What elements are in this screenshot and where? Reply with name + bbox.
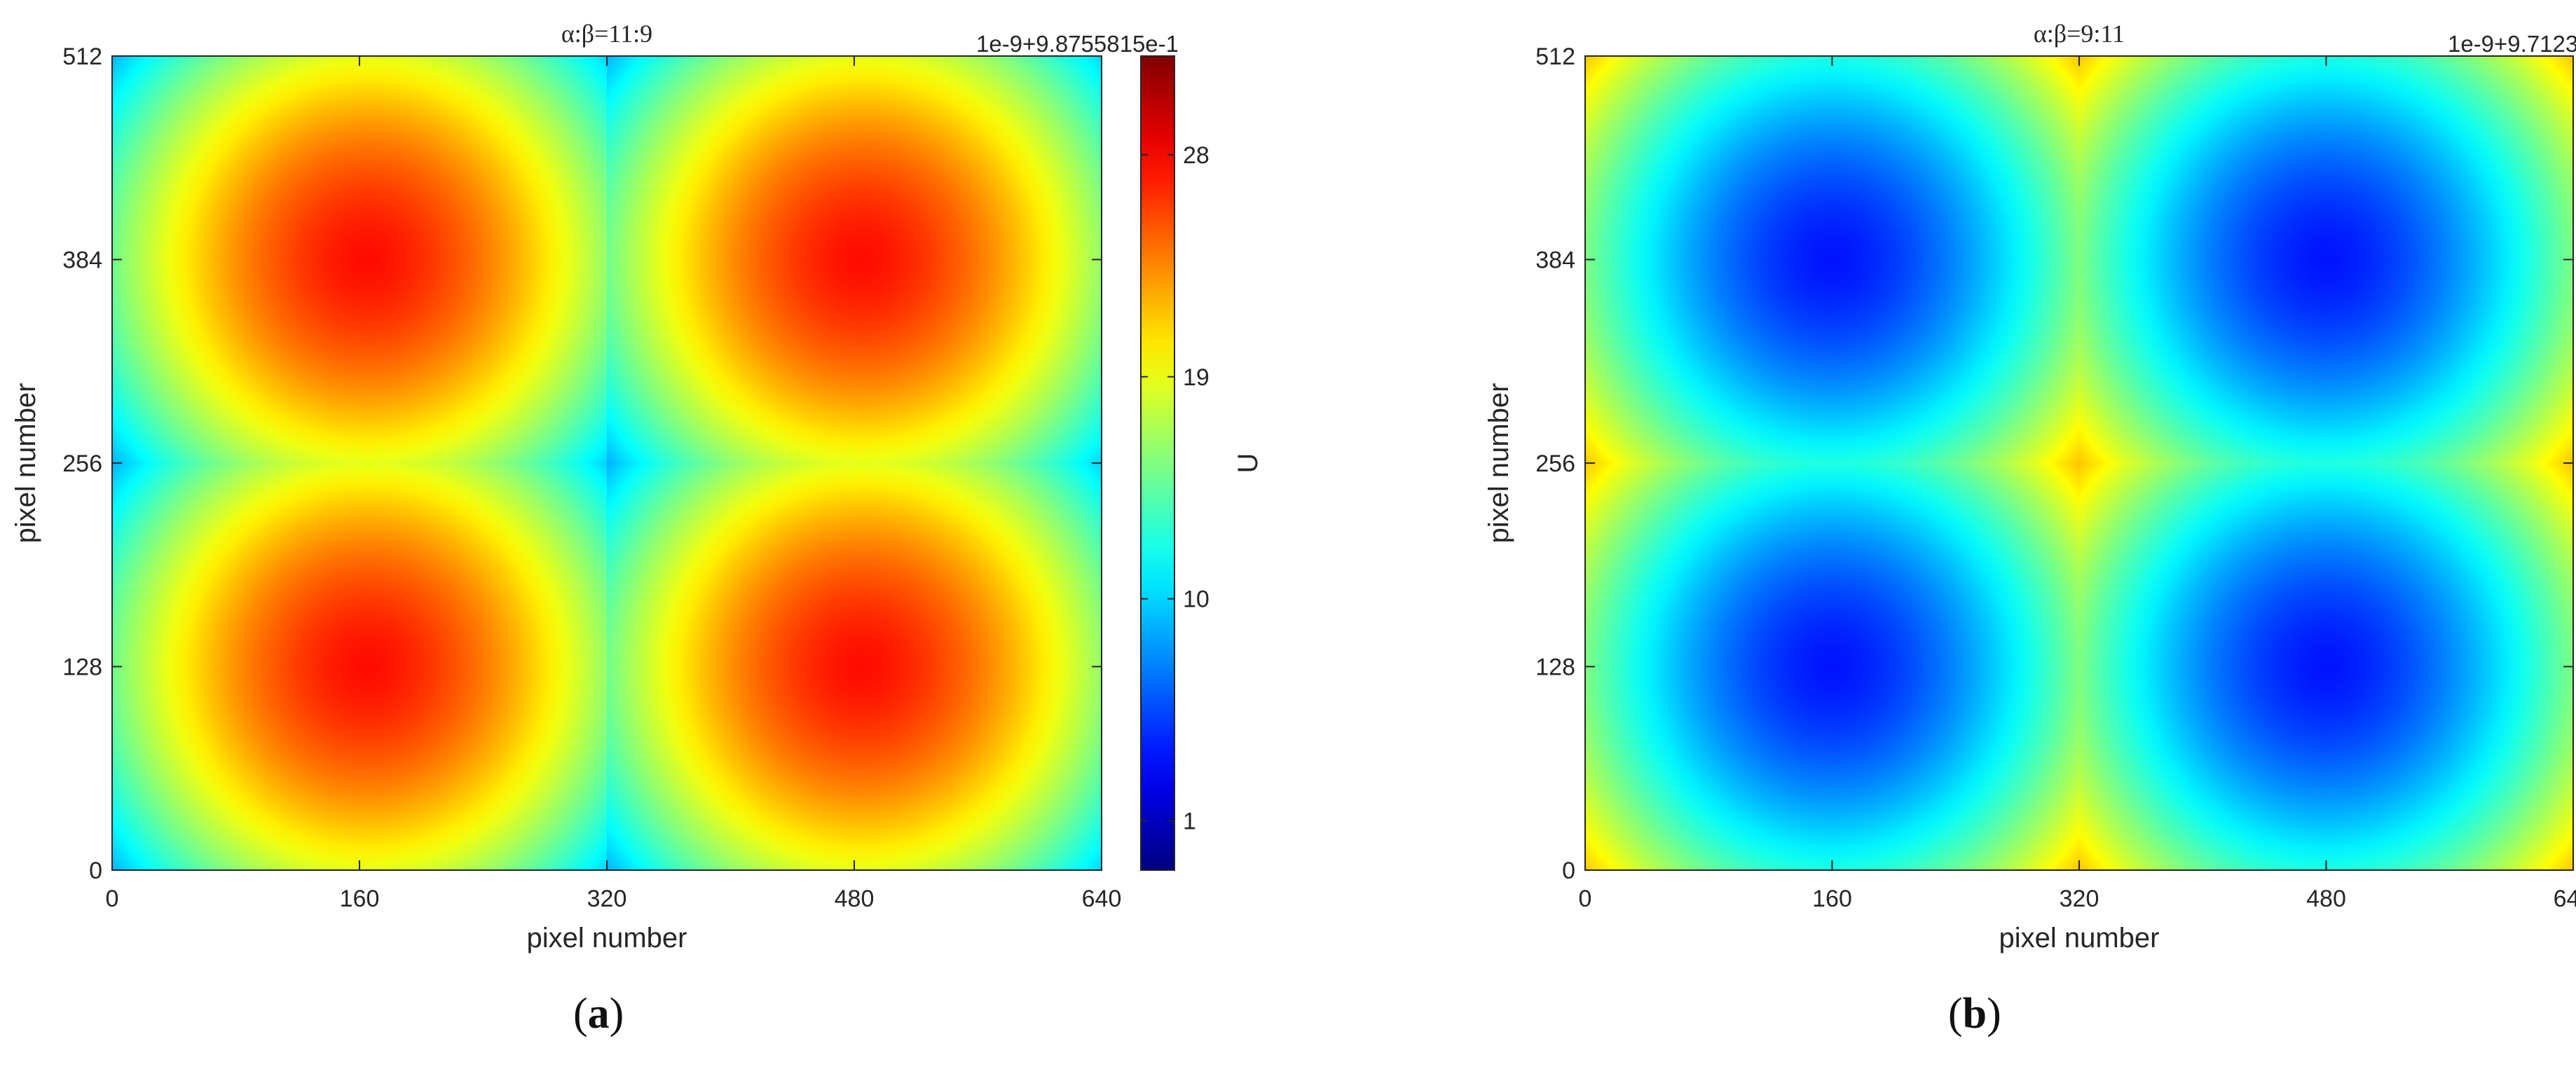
colorbar-tick-label: 19 bbox=[1183, 364, 1210, 391]
colorbar-tick-label: 1 bbox=[1183, 808, 1196, 835]
heatmap-area bbox=[112, 56, 1102, 870]
x-tick-label: 160 bbox=[340, 886, 380, 912]
heatmap-quadrant bbox=[2079, 56, 2573, 463]
x-tick-label: 480 bbox=[2306, 886, 2346, 912]
caption-a-letter: a bbox=[587, 990, 610, 1038]
y-tick-label: 128 bbox=[1535, 654, 1575, 681]
heatmap-quadrant bbox=[607, 463, 1102, 870]
colorbar-label: U bbox=[1233, 453, 1263, 474]
y-tick-label: 0 bbox=[1562, 858, 1575, 884]
heatmap-quadrant bbox=[112, 463, 607, 870]
heatmap-quadrant bbox=[112, 56, 607, 463]
caption-a-close: ) bbox=[609, 990, 624, 1038]
y-axis-label: pixel number bbox=[11, 383, 41, 543]
caption-b-letter: b bbox=[1962, 990, 1987, 1038]
x-tick-label: 320 bbox=[2060, 886, 2099, 912]
y-tick-label: 256 bbox=[62, 450, 102, 477]
caption-b: (b) bbox=[1948, 989, 2001, 1039]
colorbar-tick-label: 28 bbox=[1183, 142, 1210, 169]
heatmap-area bbox=[1585, 56, 2573, 870]
colorbar-tick-label: 10 bbox=[1183, 586, 1210, 613]
x-tick-label: 640 bbox=[1082, 886, 1122, 912]
caption-a: (a) bbox=[573, 989, 624, 1039]
chart-title: α:β=9:11 bbox=[2034, 20, 2125, 48]
y-tick-label: 256 bbox=[1535, 450, 1575, 477]
y-tick-label: 384 bbox=[62, 247, 102, 274]
x-tick-label: 640 bbox=[2554, 886, 2576, 912]
caption-a-open: ( bbox=[573, 990, 588, 1038]
y-tick-label: 0 bbox=[89, 858, 102, 884]
y-tick-label: 512 bbox=[62, 43, 102, 70]
y-axis-label: pixel number bbox=[1484, 383, 1514, 543]
caption-b-open: ( bbox=[1948, 990, 1963, 1038]
x-axis-label: pixel number bbox=[1999, 923, 2159, 953]
y-tick-label: 512 bbox=[1535, 43, 1575, 70]
colorbar-multiplier: 1e-9+9.8755815e-1 bbox=[976, 31, 1179, 57]
heatmap-quadrant bbox=[1585, 463, 2079, 870]
x-tick-label: 0 bbox=[106, 886, 119, 912]
x-tick-label: 0 bbox=[1579, 886, 1592, 912]
x-tick-label: 480 bbox=[835, 886, 875, 912]
caption-b-close: ) bbox=[1987, 990, 2001, 1038]
x-tick-label: 160 bbox=[1812, 886, 1852, 912]
x-tick-label: 320 bbox=[587, 886, 627, 912]
colorbar bbox=[1140, 55, 1175, 871]
heatmap-quadrant bbox=[607, 56, 1102, 463]
panel-b-heatmap: 0 160 320 480 640 0 128 256 384 512 pixel number pi… bbox=[1484, 20, 2576, 953]
heatmap-quadrant bbox=[2079, 463, 2573, 870]
y-tick-label: 384 bbox=[1535, 247, 1575, 274]
y-tick-label: 128 bbox=[62, 654, 102, 681]
chart-title: α:β=11:9 bbox=[561, 20, 652, 48]
x-axis-label: pixel number bbox=[526, 923, 687, 953]
colorbar-multiplier: 1e-9+9.7123774e-1 bbox=[2448, 31, 2576, 57]
heatmap-quadrant bbox=[1585, 56, 2079, 463]
